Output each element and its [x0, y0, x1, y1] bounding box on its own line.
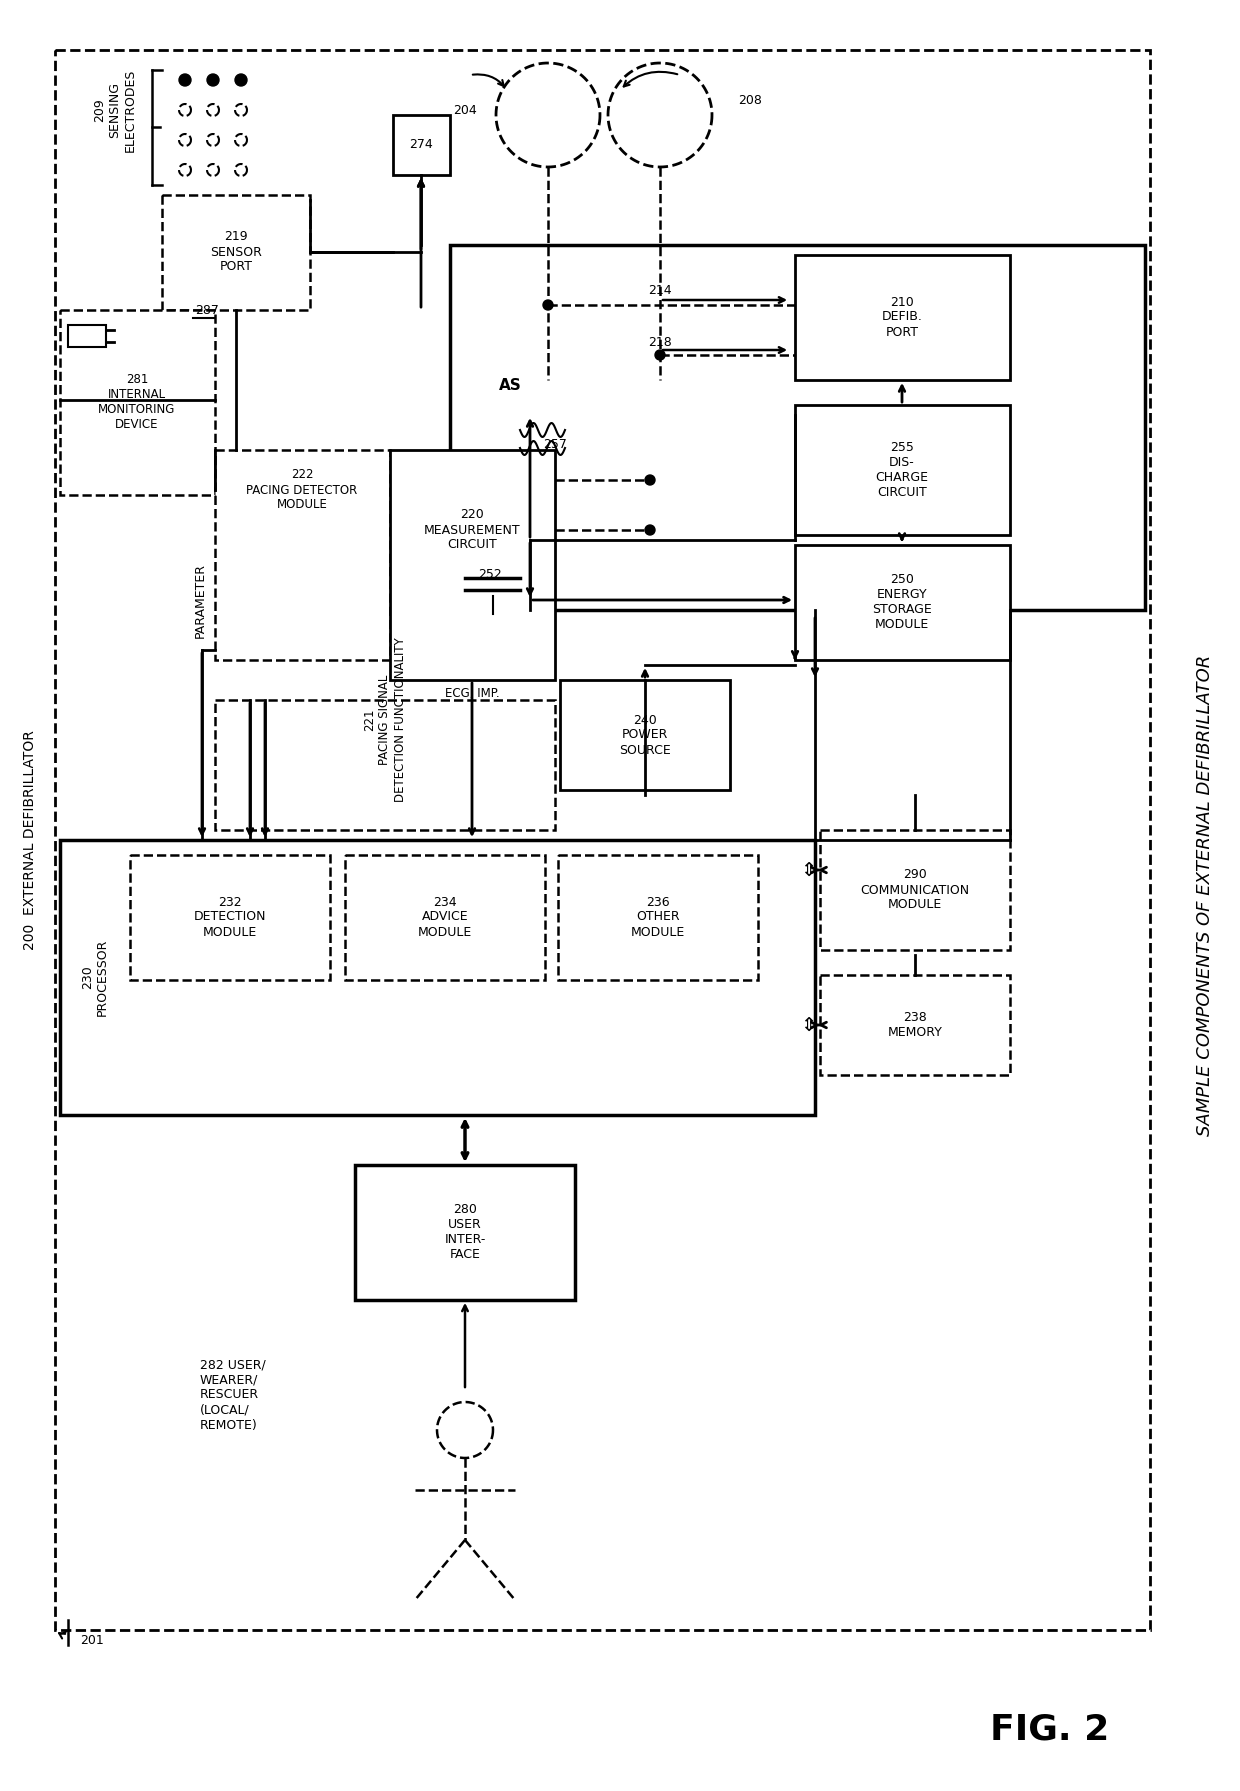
Bar: [393, 115, 450, 176]
Text: 221
PACING SIGNAL
DETECTION FUNCTIONALITY: 221 PACING SIGNAL DETECTION FUNCTIONALIT…: [363, 638, 407, 802]
Bar: [450, 245, 1145, 611]
Circle shape: [179, 73, 191, 86]
Circle shape: [236, 73, 247, 86]
Circle shape: [543, 301, 553, 310]
Text: 257: 257: [543, 439, 567, 451]
Text: SAMPLE COMPONENTS OF EXTERNAL DEFIBRILLATOR: SAMPLE COMPONENTS OF EXTERNAL DEFIBRILLA…: [1197, 654, 1214, 1135]
Circle shape: [645, 475, 655, 485]
Bar: [60, 310, 215, 494]
Text: 219
SENSOR
PORT: 219 SENSOR PORT: [210, 231, 262, 274]
Text: 210
DEFIB.
PORT: 210 DEFIB. PORT: [882, 296, 923, 338]
Text: 222
PACING DETECTOR
MODULE: 222 PACING DETECTOR MODULE: [247, 469, 357, 512]
Bar: [130, 854, 330, 980]
Text: 200  EXTERNAL DEFIBRILLATOR: 200 EXTERNAL DEFIBRILLATOR: [24, 731, 37, 949]
Text: 201: 201: [81, 1633, 104, 1646]
Text: 252: 252: [479, 568, 502, 582]
Bar: [355, 1164, 575, 1300]
Text: ECG, IMP.: ECG, IMP.: [445, 686, 500, 700]
Bar: [162, 195, 310, 310]
Bar: [820, 829, 1011, 949]
Text: ⇕: ⇕: [800, 1015, 816, 1035]
Bar: [560, 681, 730, 790]
Bar: [795, 405, 1011, 536]
Bar: [215, 450, 391, 661]
Text: AS: AS: [498, 378, 521, 392]
Text: 282 USER/
WEARER/
RESCUER
(LOCAL/
REMOTE): 282 USER/ WEARER/ RESCUER (LOCAL/ REMOTE…: [200, 1359, 265, 1431]
Text: 274: 274: [409, 138, 433, 152]
Bar: [55, 50, 1149, 1630]
Text: 230
PROCESSOR: 230 PROCESSOR: [81, 938, 109, 1015]
Text: 218: 218: [649, 335, 672, 349]
Text: 236
OTHER
MODULE: 236 OTHER MODULE: [631, 896, 686, 938]
Text: 240
POWER
SOURCE: 240 POWER SOURCE: [619, 713, 671, 756]
Text: 220
MEASUREMENT
CIRCUIT: 220 MEASUREMENT CIRCUIT: [424, 509, 521, 552]
Text: 238
MEMORY: 238 MEMORY: [888, 1010, 942, 1039]
Bar: [795, 254, 1011, 380]
Bar: [820, 974, 1011, 1075]
Circle shape: [655, 349, 665, 360]
Text: 232
DETECTION
MODULE: 232 DETECTION MODULE: [193, 896, 267, 938]
Text: 208: 208: [738, 93, 761, 106]
Text: 280
USER
INTER-
FACE: 280 USER INTER- FACE: [444, 1204, 486, 1261]
Circle shape: [207, 73, 219, 86]
Bar: [795, 544, 1011, 661]
Text: 290
COMMUNICATION
MODULE: 290 COMMUNICATION MODULE: [861, 869, 970, 912]
Circle shape: [645, 525, 655, 536]
Text: 287: 287: [195, 303, 219, 317]
Text: 204: 204: [453, 104, 477, 116]
Text: ⇕: ⇕: [800, 860, 816, 879]
Text: 209
SENSING
ELECTRODES: 209 SENSING ELECTRODES: [93, 68, 136, 152]
Bar: [345, 854, 546, 980]
Text: 214: 214: [649, 283, 672, 297]
Text: PARAMETER: PARAMETER: [193, 562, 207, 638]
Bar: [60, 840, 815, 1116]
Text: 255
DIS-
CHARGE
CIRCUIT: 255 DIS- CHARGE CIRCUIT: [875, 441, 929, 500]
Bar: [68, 324, 105, 347]
Text: 281
INTERNAL
MONITORING
DEVICE: 281 INTERNAL MONITORING DEVICE: [98, 373, 176, 432]
Bar: [558, 854, 758, 980]
Bar: [391, 450, 556, 681]
Text: FIG. 2: FIG. 2: [991, 1712, 1110, 1746]
Text: 250
ENERGY
STORAGE
MODULE: 250 ENERGY STORAGE MODULE: [872, 573, 932, 630]
Bar: [215, 700, 556, 829]
Text: 234
ADVICE
MODULE: 234 ADVICE MODULE: [418, 896, 472, 938]
